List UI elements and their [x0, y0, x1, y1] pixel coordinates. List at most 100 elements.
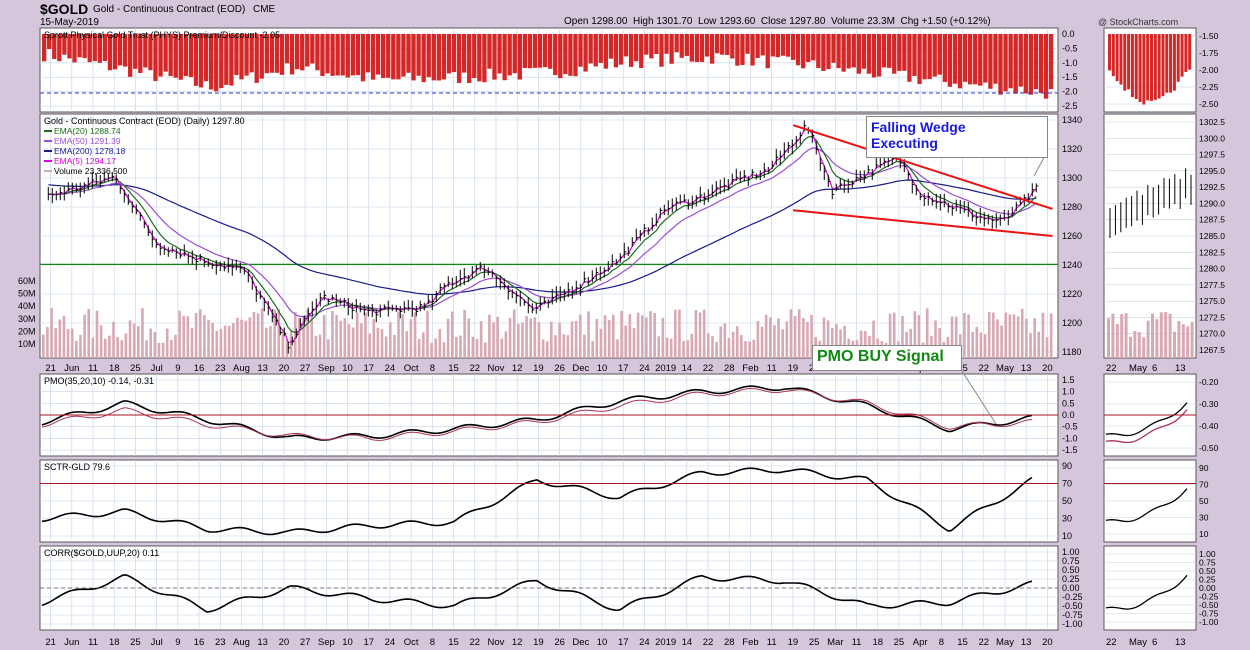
- premium-bar: [932, 34, 937, 77]
- y-tick-label: 0.25: [1062, 574, 1080, 584]
- premium-bar: [821, 34, 826, 71]
- volume-bar: [682, 341, 685, 358]
- chg-value: +1.50 (+0.12%): [921, 16, 991, 27]
- premium-bar: [593, 34, 598, 67]
- volume-bar: [888, 313, 892, 358]
- inset-y-tick-label: 1275.0: [1199, 296, 1225, 306]
- y-tick-label: 50: [1062, 496, 1072, 506]
- volume-bar: [645, 317, 648, 358]
- inset-volume-bar: [1159, 312, 1163, 358]
- ema5-line: [48, 129, 1037, 344]
- volume-bar: [413, 312, 417, 358]
- premium-bar: [401, 34, 406, 77]
- inset-y-tick-label: -0.50: [1199, 443, 1219, 453]
- volume-bar: [91, 337, 95, 358]
- volume-bar: [533, 317, 537, 358]
- volume-bar: [58, 319, 62, 358]
- premium-bar: [315, 34, 320, 71]
- premium-bar: [208, 34, 214, 90]
- premium-bar: [47, 34, 52, 50]
- x-tick-label: Feb: [742, 637, 758, 648]
- volume-bar: [578, 314, 582, 358]
- volume-bar: [996, 319, 999, 358]
- premium-bar: [82, 34, 87, 59]
- y-tick-label: -0.5: [1062, 422, 1078, 432]
- premium-bar: [568, 34, 573, 76]
- premium-bar: [689, 34, 695, 62]
- premium-bar: [254, 34, 259, 83]
- premium-bar: [117, 34, 123, 66]
- volume-bar: [550, 321, 553, 358]
- premium-bar: [310, 34, 315, 64]
- sctr-main-line: [41, 467, 1033, 536]
- volume-bar: [70, 328, 74, 358]
- volume-bar: [562, 334, 566, 358]
- volume-bar: [892, 312, 896, 358]
- inset-volume-bar: [1151, 313, 1154, 358]
- y-tick-label: 1260: [1062, 231, 1082, 241]
- volume-bar: [698, 312, 702, 358]
- x-tick-label: Feb: [742, 363, 758, 374]
- premium-bar: [193, 34, 199, 86]
- premium-bar: [704, 34, 710, 57]
- inset-pmo-line: [1105, 409, 1188, 444]
- premium-bar: [360, 34, 366, 82]
- inset-premium-bar: [1111, 34, 1115, 77]
- premium-bar: [714, 34, 720, 54]
- volume-bar: [653, 312, 656, 358]
- inset-y-tick-label: 0.25: [1199, 575, 1216, 585]
- volume-bar: [566, 335, 570, 358]
- legend-entry: EMA(5) 1294.17: [54, 156, 116, 166]
- premium-bar: [973, 34, 978, 85]
- volume-bar: [128, 320, 132, 358]
- volume-bar: [913, 311, 917, 358]
- y-tick-label: 1220: [1062, 289, 1082, 299]
- premium-bar: [553, 34, 558, 76]
- volume-bar: [603, 315, 607, 358]
- volume-bar: [281, 330, 285, 358]
- x-tick-label: 27: [300, 637, 311, 648]
- premium-bar: [497, 34, 502, 74]
- volume-bar: [529, 318, 533, 358]
- inset-y-tick-label: -0.50: [1199, 600, 1219, 610]
- premium-bar: [370, 34, 376, 80]
- premium-bar: [983, 34, 988, 83]
- volume-bar: [120, 340, 124, 358]
- inset-x-tick-label: 6: [1152, 363, 1157, 374]
- x-tick-label: Dec: [572, 363, 589, 374]
- premium-bar: [532, 34, 538, 68]
- x-tick-label: 10: [597, 637, 608, 648]
- premium-bar: [795, 34, 801, 66]
- inset-premium-bar: [1127, 34, 1131, 90]
- volume-bar: [1000, 325, 1003, 358]
- volume-bar: [422, 332, 425, 358]
- premium-bar: [947, 34, 953, 87]
- x-tick-label: 20: [279, 363, 290, 374]
- volume-bar: [170, 339, 173, 358]
- volume-bar: [446, 318, 450, 358]
- premium-bar: [785, 34, 791, 57]
- premium-bar: [856, 34, 861, 74]
- x-tick-label: Jul: [151, 363, 163, 374]
- x-tick-label: 13: [257, 637, 268, 648]
- premium-bar: [927, 34, 932, 80]
- premium-bar: [340, 34, 345, 76]
- premium-bar: [634, 34, 639, 62]
- volume-bar: [178, 310, 181, 358]
- inset-premium-bar: [1123, 34, 1127, 91]
- pmo-signal-line: [41, 387, 1033, 441]
- inset-y-tick-label: 0.75: [1199, 558, 1216, 568]
- inset-volume-bar: [1186, 326, 1190, 358]
- premium-bar: [780, 34, 786, 56]
- x-tick-label: 15: [957, 637, 968, 648]
- premium-bar: [720, 34, 725, 55]
- x-tick-label: 10: [342, 363, 353, 374]
- volume-bar: [223, 325, 227, 358]
- inset-premium-bar: [1165, 34, 1169, 93]
- volume-bar: [777, 318, 780, 358]
- premium-bar: [477, 34, 482, 82]
- x-tick-label: May: [996, 363, 1014, 374]
- ema20-line: [48, 135, 1037, 334]
- premium-bar: [866, 34, 872, 74]
- x-tick-label: 26: [554, 363, 565, 374]
